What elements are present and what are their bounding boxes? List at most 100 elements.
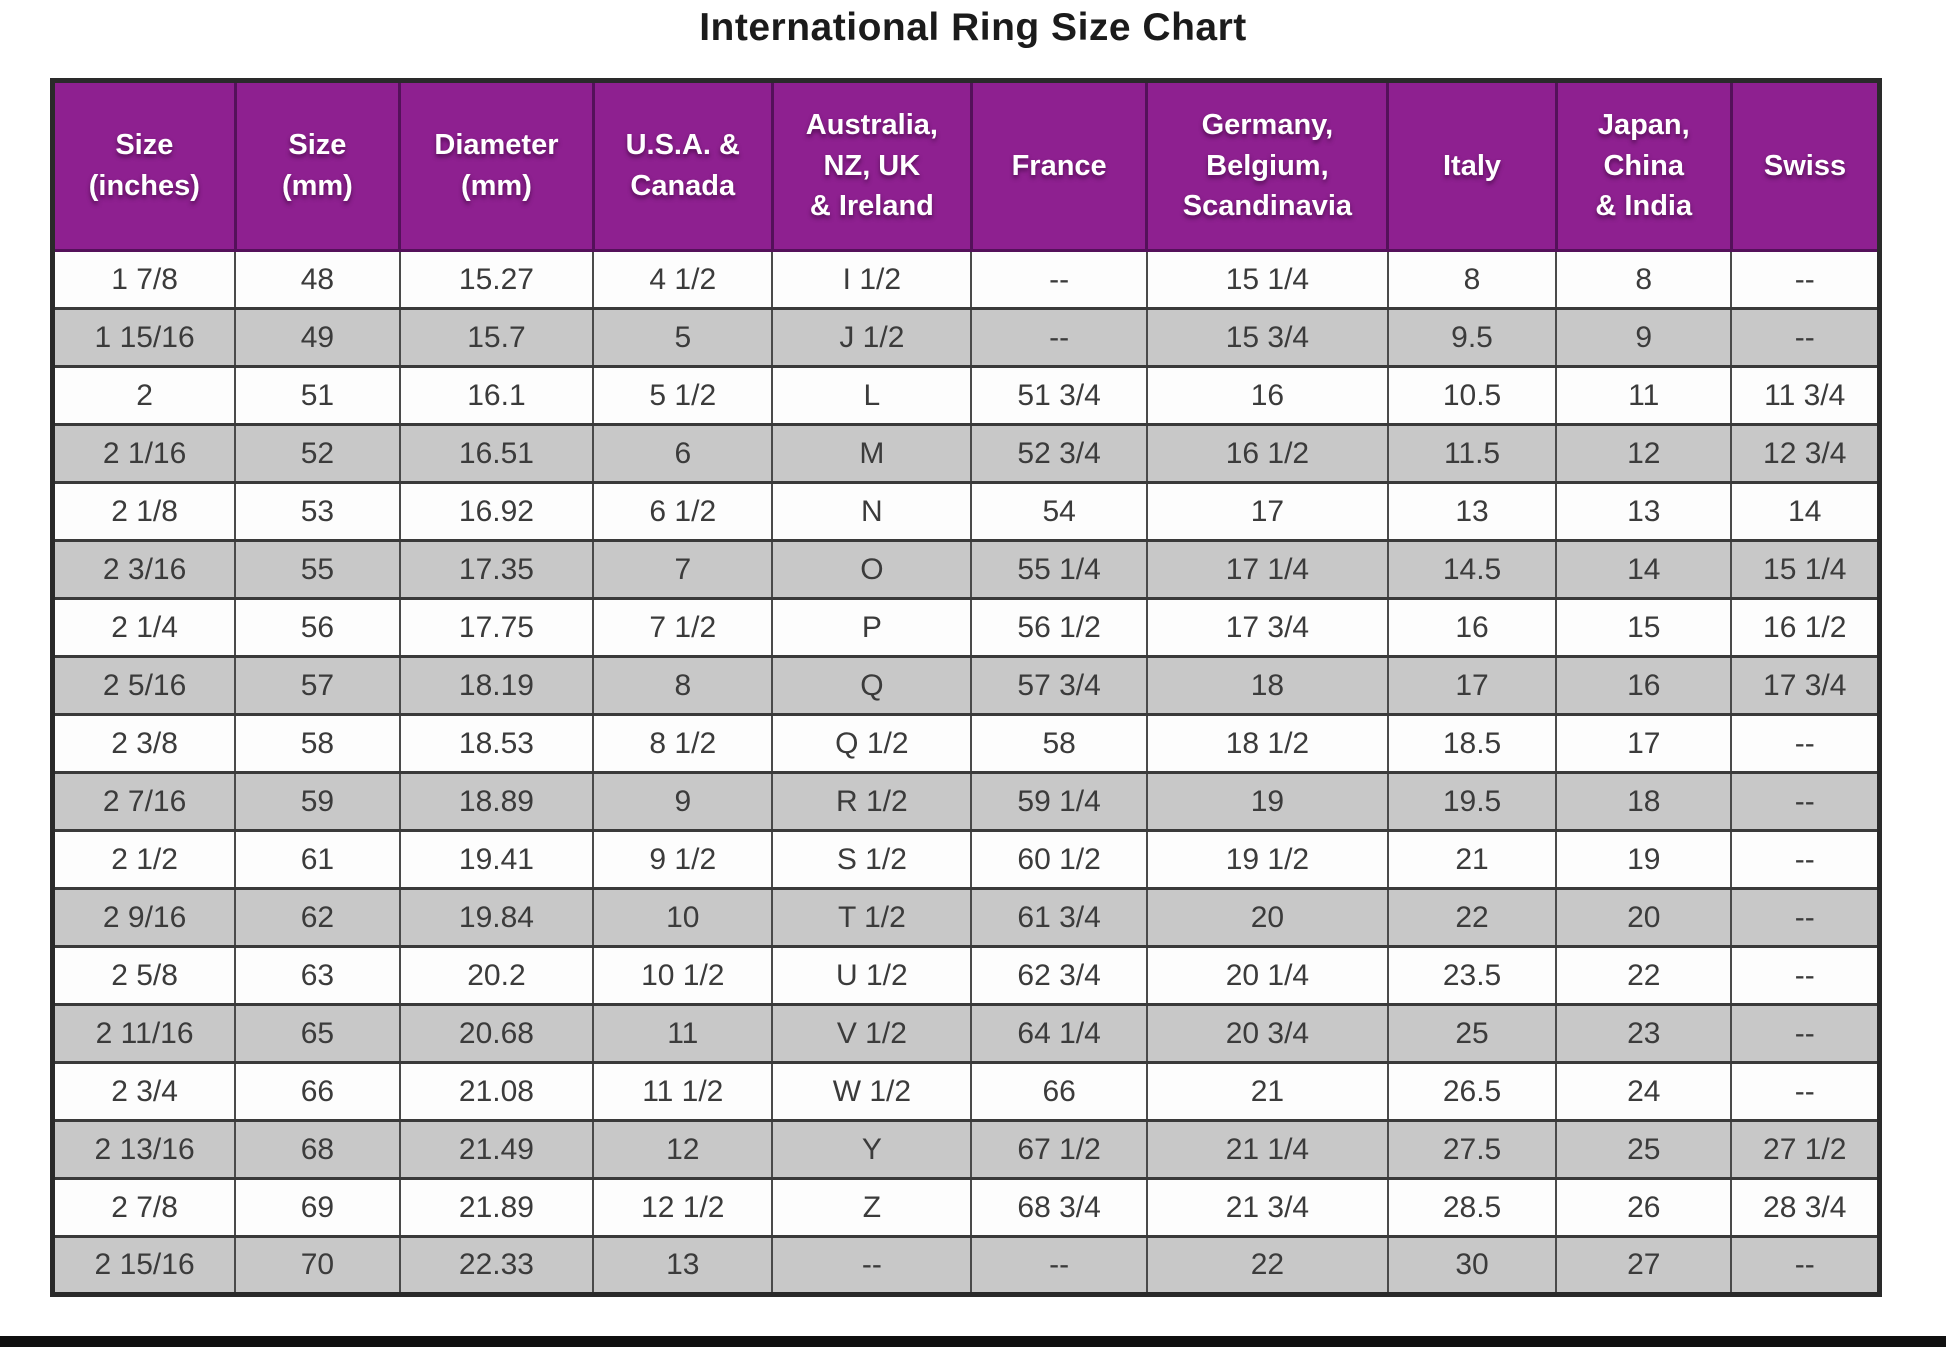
cell-germany-belgium-scandinavia-row-18: 22 — [1145, 1235, 1389, 1296]
table-row-4: 2 1/16 52 16.51 6 M 52 3/4 16 1/2 11.5 12 12 3/4 — [51, 423, 1881, 484]
cell-u-s-a-canada-row-17: 12 1/2 — [592, 1177, 774, 1238]
cell-germany-belgium-scandinavia-row-11: 19 1/2 — [1145, 829, 1389, 890]
cell-size-inches-row-9: 2 3/8 — [51, 713, 237, 774]
cell-size-inches-row-11: 2 1/2 — [51, 829, 237, 890]
cell-u-s-a-canada-row-4: 6 — [592, 423, 774, 484]
table-row-11: 2 1/2 61 19.41 9 1/2 S 1/2 60 1/2 19 1/2 21 19 -- — [51, 829, 1881, 890]
cell-diameter-mm-row-4: 16.51 — [398, 423, 595, 484]
table-row-5: 2 1/8 53 16.92 6 1/2 N 54 17 13 13 14 — [51, 481, 1881, 542]
cell-italy-row-7: 16 — [1386, 597, 1558, 658]
cell-australia-nz-uk-ireland-row-7: P — [771, 597, 973, 658]
cell-france-row-13: 62 3/4 — [970, 945, 1148, 1006]
cell-italy-row-13: 23.5 — [1386, 945, 1558, 1006]
cell-size-mm-row-10: 59 — [234, 771, 401, 832]
cell-germany-belgium-scandinavia-row-16: 21 1/4 — [1145, 1119, 1389, 1180]
cell-size-mm-row-16: 68 — [234, 1119, 401, 1180]
cell-swiss-row-18: -- — [1730, 1235, 1881, 1296]
cell-japan-china-india-row-18: 27 — [1555, 1235, 1733, 1296]
cell-italy-row-15: 26.5 — [1386, 1061, 1558, 1122]
cell-size-mm-row-5: 53 — [234, 481, 401, 542]
table-row-17: 2 7/8 69 21.89 12 1/2 Z 68 3/4 21 3/4 28.5 26 28 … — [51, 1177, 1881, 1238]
cell-germany-belgium-scandinavia-row-2: 15 3/4 — [1145, 307, 1389, 368]
cell-france-row-10: 59 1/4 — [970, 771, 1148, 832]
cell-france-row-4: 52 3/4 — [970, 423, 1148, 484]
cell-swiss-row-11: -- — [1730, 829, 1881, 890]
cell-size-mm-row-1: 48 — [234, 249, 401, 310]
page-title: International Ring Size Chart — [699, 6, 1247, 49]
cell-germany-belgium-scandinavia-row-17: 21 3/4 — [1145, 1177, 1389, 1238]
header-row: Size (inches) Size (mm) Diameter (mm) U.S.A… — [51, 79, 1882, 252]
cell-swiss-row-5: 14 — [1730, 481, 1881, 542]
cell-u-s-a-canada-row-15: 11 1/2 — [592, 1061, 774, 1122]
cell-diameter-mm-row-5: 16.92 — [398, 481, 595, 542]
cell-diameter-mm-row-9: 18.53 — [398, 713, 595, 774]
cell-italy-row-3: 10.5 — [1386, 365, 1558, 426]
cell-size-inches-row-12: 2 9/16 — [51, 887, 237, 948]
cell-japan-china-india-row-6: 14 — [1555, 539, 1733, 600]
cell-france-row-5: 54 — [970, 481, 1148, 542]
cell-diameter-mm-row-14: 20.68 — [398, 1003, 595, 1064]
cell-size-mm-row-18: 70 — [234, 1235, 401, 1296]
cell-size-inches-row-10: 2 7/16 — [51, 771, 237, 832]
cell-diameter-mm-row-8: 18.19 — [398, 655, 595, 716]
cell-france-row-3: 51 3/4 — [970, 365, 1148, 426]
cell-japan-china-india-row-17: 26 — [1555, 1177, 1733, 1238]
cell-italy-row-4: 11.5 — [1386, 423, 1558, 484]
cell-diameter-mm-row-16: 21.49 — [398, 1119, 595, 1180]
cell-australia-nz-uk-ireland-row-10: R 1/2 — [771, 771, 973, 832]
cell-australia-nz-uk-ireland-row-9: Q 1/2 — [771, 713, 973, 774]
cell-germany-belgium-scandinavia-row-15: 21 — [1145, 1061, 1389, 1122]
cell-diameter-mm-row-3: 16.1 — [398, 365, 595, 426]
cell-size-mm-row-2: 49 — [234, 307, 401, 368]
cell-australia-nz-uk-ireland-row-13: U 1/2 — [771, 945, 973, 1006]
cell-germany-belgium-scandinavia-row-8: 18 — [1145, 655, 1389, 716]
cell-japan-china-india-row-11: 19 — [1555, 829, 1733, 890]
cell-diameter-mm-row-1: 15.27 — [398, 249, 595, 310]
cell-japan-china-india-row-9: 17 — [1555, 713, 1733, 774]
cell-swiss-row-1: -- — [1730, 249, 1881, 310]
cell-france-row-18: -- — [970, 1235, 1148, 1296]
cell-germany-belgium-scandinavia-row-9: 18 1/2 — [1145, 713, 1389, 774]
table-row-16: 2 13/16 68 21.49 12 Y 67 1/2 21 1/4 27.5 25 27 1/… — [51, 1119, 1881, 1180]
cell-australia-nz-uk-ireland-row-2: J 1/2 — [771, 307, 973, 368]
cell-size-inches-row-4: 2 1/16 — [51, 423, 237, 484]
table-row-9: 2 3/8 58 18.53 8 1/2 Q 1/2 58 18 1/2 18.5 17 -- — [51, 713, 1881, 774]
cell-diameter-mm-row-6: 17.35 — [398, 539, 595, 600]
cell-italy-row-14: 25 — [1386, 1003, 1558, 1064]
cell-france-row-12: 61 3/4 — [970, 887, 1148, 948]
cell-japan-china-india-row-5: 13 — [1555, 481, 1733, 542]
cell-france-row-8: 57 3/4 — [970, 655, 1148, 716]
cell-diameter-mm-row-7: 17.75 — [398, 597, 595, 658]
cell-swiss-row-10: -- — [1730, 771, 1881, 832]
cell-australia-nz-uk-ireland-row-12: T 1/2 — [771, 887, 973, 948]
cell-u-s-a-canada-row-2: 5 — [592, 307, 774, 368]
table-row-2: 1 15/16 49 15.7 5 J 1/2 -- 15 3/4 9.5 9 -- — [51, 307, 1881, 368]
cell-australia-nz-uk-ireland-row-6: O — [771, 539, 973, 600]
cell-australia-nz-uk-ireland-row-5: N — [771, 481, 973, 542]
cell-size-mm-row-7: 56 — [234, 597, 401, 658]
table-row-18: 2 15/16 70 22.33 13 -- -- 22 30 27 -- — [51, 1235, 1881, 1296]
cell-size-mm-row-8: 57 — [234, 655, 401, 716]
column-header-size-inches: Size (inches) — [51, 79, 237, 252]
table-row-13: 2 5/8 63 20.2 10 1/2 U 1/2 62 3/4 20 1/4 23.5 22… — [51, 945, 1881, 1006]
column-header-japan-china-india: Japan, China & India — [1554, 79, 1733, 252]
cell-diameter-mm-row-10: 18.89 — [398, 771, 595, 832]
cell-size-mm-row-6: 55 — [234, 539, 401, 600]
cell-australia-nz-uk-ireland-row-4: M — [771, 423, 973, 484]
cell-swiss-row-16: 27 1/2 — [1730, 1119, 1881, 1180]
cell-japan-china-india-row-4: 12 — [1555, 423, 1733, 484]
column-header-swiss: Swiss — [1729, 79, 1882, 252]
cell-size-inches-row-17: 2 7/8 — [51, 1177, 237, 1238]
cell-size-inches-row-14: 2 11/16 — [51, 1003, 237, 1064]
cell-size-inches-row-2: 1 15/16 — [51, 307, 237, 368]
cell-germany-belgium-scandinavia-row-1: 15 1/4 — [1145, 249, 1389, 310]
cell-france-row-7: 56 1/2 — [970, 597, 1148, 658]
cell-italy-row-17: 28.5 — [1386, 1177, 1558, 1238]
cell-germany-belgium-scandinavia-row-14: 20 3/4 — [1145, 1003, 1389, 1064]
table-row-14: 2 11/16 65 20.68 11 V 1/2 64 1/4 20 3/4 25 23 -- — [51, 1003, 1881, 1064]
cell-swiss-row-6: 15 1/4 — [1730, 539, 1881, 600]
table-row-3: 2 51 16.1 5 1/2 L 51 3/4 16 10.5 11 11 3/4 — [51, 365, 1881, 426]
cell-swiss-row-3: 11 3/4 — [1730, 365, 1881, 426]
cell-italy-row-6: 14.5 — [1386, 539, 1558, 600]
cell-u-s-a-canada-row-11: 9 1/2 — [592, 829, 774, 890]
